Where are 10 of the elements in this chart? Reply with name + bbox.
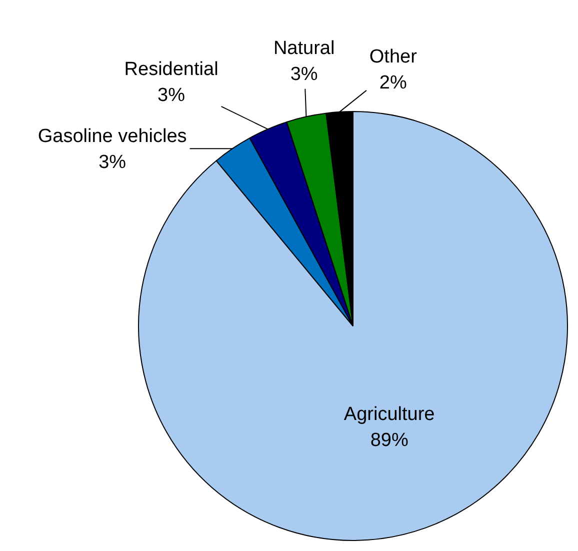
data-label: 2% xyxy=(379,72,407,94)
data-label: 3% xyxy=(158,85,186,106)
slice-label: Residential xyxy=(124,59,218,80)
slice-label: Other xyxy=(369,46,418,68)
slice-label: Natural xyxy=(273,38,335,60)
data-label: 3% xyxy=(98,152,126,173)
slice-label: Agriculture xyxy=(344,404,435,426)
data-label: 3% xyxy=(290,64,318,86)
slice-label: Gasoline vehicles xyxy=(38,126,187,147)
data-label: 89% xyxy=(370,430,408,452)
